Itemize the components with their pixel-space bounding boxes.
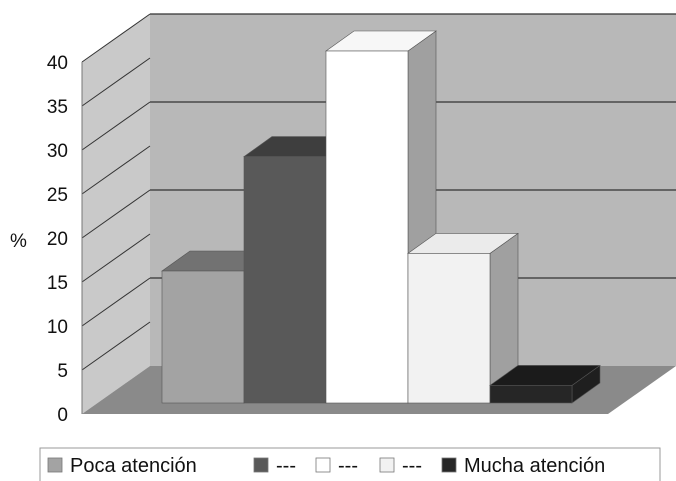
legend-swatch bbox=[441, 457, 457, 473]
y-tick-label: 10 bbox=[47, 317, 68, 338]
bar-front bbox=[489, 385, 573, 404]
gridline-side bbox=[81, 189, 151, 239]
y-tick-label: 5 bbox=[57, 361, 68, 382]
legend-label: --- bbox=[276, 455, 296, 477]
y-tick-label: 35 bbox=[47, 97, 68, 118]
bar-front bbox=[325, 50, 409, 404]
gridline-side bbox=[81, 101, 151, 151]
gridline-side bbox=[81, 13, 151, 63]
legend-label: Mucha atención bbox=[464, 455, 605, 477]
bar-front bbox=[243, 156, 327, 404]
gridline-side bbox=[81, 233, 151, 283]
y-tick-label: 0 bbox=[57, 405, 68, 426]
bars bbox=[161, 30, 601, 404]
legend-swatch bbox=[47, 457, 63, 473]
legend-swatch bbox=[253, 457, 269, 473]
legend-label: --- bbox=[338, 455, 358, 477]
gridline-side bbox=[81, 57, 151, 107]
legend-swatch bbox=[315, 457, 331, 473]
y-tick-label: 25 bbox=[47, 185, 68, 206]
legend-box bbox=[39, 447, 661, 481]
y-tick-label: 20 bbox=[47, 229, 68, 250]
gridline-side bbox=[81, 145, 151, 195]
bar-front bbox=[407, 253, 491, 404]
legend: Poca atención --- --- --- Mucha atención bbox=[47, 455, 605, 477]
bar bbox=[407, 232, 519, 404]
bar bbox=[489, 364, 601, 404]
gridline-side bbox=[81, 321, 151, 371]
gridline-side bbox=[81, 277, 151, 327]
y-tick-labels: 0 5 10 15 20 25 30 35 40 bbox=[47, 53, 68, 426]
legend-label: Poca atención bbox=[70, 455, 197, 477]
legend-swatch bbox=[379, 457, 395, 473]
y-tick-label: 30 bbox=[47, 141, 68, 162]
y-axis-title: % bbox=[10, 231, 27, 252]
legend-label: --- bbox=[402, 455, 422, 477]
bar-front bbox=[161, 270, 245, 404]
y-tick-label: 40 bbox=[47, 53, 68, 74]
y-tick-label: 15 bbox=[47, 273, 68, 294]
